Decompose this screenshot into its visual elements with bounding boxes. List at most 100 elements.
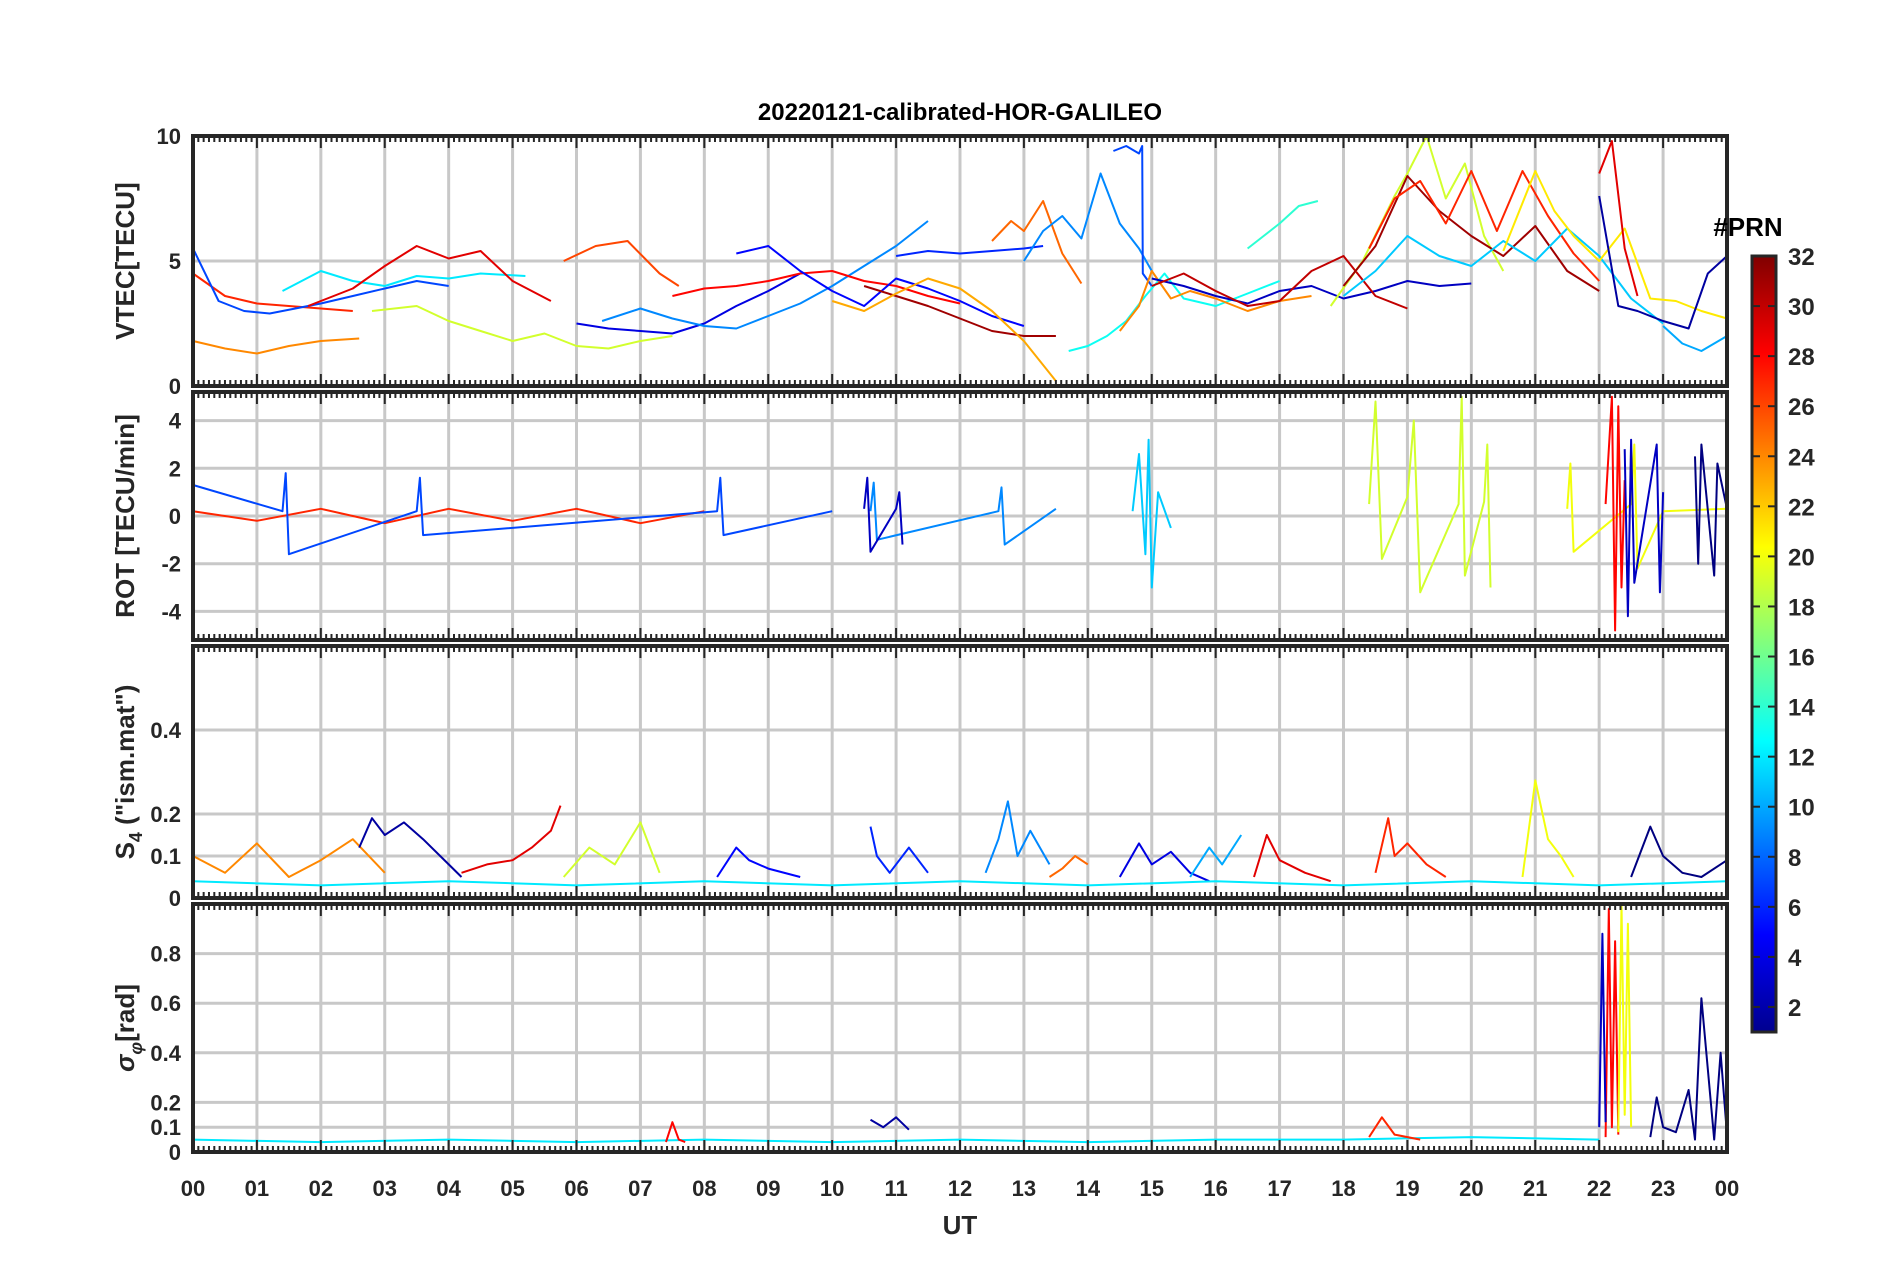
- x-tick-label: 20: [1459, 1176, 1483, 1201]
- axes-box: [191, 134, 1729, 388]
- series-line-prn-6: [895, 245, 1044, 257]
- series-line-prn-10: [1189, 834, 1243, 878]
- y-axis-label: VTEC[TECU]: [110, 182, 140, 339]
- series-line-prn-4: [1118, 842, 1210, 883]
- series-line-prn-31: [863, 285, 1056, 337]
- x-tick-label: 00: [181, 1176, 205, 1201]
- x-tick-label: 00: [1715, 1176, 1739, 1201]
- x-tick-label: 06: [564, 1176, 588, 1201]
- y-tick-label: 0: [169, 504, 181, 529]
- panel-vtec: 0 5 10 VTEC[TECU]: [110, 124, 1729, 399]
- panel-s4: 00.10.20.4S4 ("ism.mat"): [110, 644, 1729, 911]
- series-line-prn-19: [371, 305, 673, 350]
- x-tick-label: 12: [948, 1176, 972, 1201]
- y-axis-label-subscript: φ: [126, 1042, 146, 1055]
- series-line-prn-28: [1604, 908, 1620, 1138]
- series-line-prn-14: [1246, 200, 1319, 250]
- y-tick-label: 0.2: [150, 1090, 181, 1115]
- series-line-prn-24: [1119, 270, 1312, 332]
- y-axis-label-rest: ("ism.mat"): [110, 685, 140, 832]
- x-axis-label: UT: [943, 1210, 978, 1240]
- series-line-prn-29: [461, 805, 562, 874]
- series-line-prn-25: [991, 200, 1083, 285]
- axes-box: [191, 902, 1729, 1154]
- series-line-prn-31: [1342, 175, 1600, 292]
- series-line-prn-29: [307, 245, 552, 307]
- colorbar-tick-label: 18: [1788, 594, 1815, 621]
- series-line-prn-12: [282, 270, 526, 292]
- x-tick-label: 09: [756, 1176, 780, 1201]
- colorbar-tick-label: 20: [1788, 544, 1815, 571]
- series-line-prn-19: [562, 821, 661, 878]
- y-tick-label: 0.4: [150, 1041, 181, 1066]
- colorbar-tick-label: 12: [1788, 745, 1815, 772]
- series-line-prn-20: [1617, 903, 1633, 1133]
- y-axis-label: σφ[rad]: [110, 984, 146, 1072]
- colorbar-tick-label: 4: [1788, 945, 1802, 972]
- series-line-prn-28: [672, 270, 961, 305]
- series-line-prn-19: [1368, 395, 1492, 594]
- x-tick-label: 16: [1203, 1176, 1227, 1201]
- series-line-prn-1: [1694, 443, 1728, 577]
- series-line-prn-9: [984, 800, 1051, 874]
- series-line-prn-3: [1598, 932, 1607, 1128]
- x-tick-label: 13: [1012, 1176, 1036, 1201]
- x-tick-label: 15: [1140, 1176, 1164, 1201]
- series-line-prn-27: [1374, 817, 1447, 878]
- x-tick-label: 22: [1587, 1176, 1611, 1201]
- series-line-prn-7: [1113, 145, 1153, 287]
- series-line-prn-23: [831, 277, 1057, 382]
- series-line-prn-3: [863, 476, 904, 553]
- y-tick-label: -2: [161, 552, 181, 577]
- series-line-prn-28: [665, 1121, 686, 1144]
- x-tick-label: 14: [1076, 1176, 1101, 1201]
- series-line-prn-20: [1521, 779, 1575, 878]
- series-line-prn-3: [1151, 277, 1472, 305]
- colorbar-tick-label: 24: [1788, 444, 1815, 471]
- series-line-prn-7: [192, 248, 449, 315]
- y-tick-label: 0.2: [150, 802, 181, 827]
- y-tick-label: 10: [157, 124, 181, 149]
- y-axis-label: ROT [TECU/min]: [110, 414, 140, 618]
- y-tick-label: 4: [169, 409, 182, 434]
- axes-box: [191, 390, 1729, 642]
- x-tick-label: 02: [309, 1176, 333, 1201]
- colorbar-tick-label: 26: [1788, 394, 1815, 421]
- series-line-prn-10: [1662, 325, 1728, 352]
- y-tick-label: 5: [169, 249, 181, 274]
- figure-title: 20220121-calibrated-HOR-GALILEO: [758, 99, 1162, 126]
- y-tick-label: 2: [169, 456, 181, 481]
- colorbar-tick-label: 6: [1788, 895, 1801, 922]
- series-line-prn-27: [192, 272, 353, 312]
- y-tick-label: 0: [169, 1140, 181, 1165]
- series-line-prn-2: [869, 1116, 910, 1131]
- colorbar-tick-label: 28: [1788, 344, 1815, 371]
- x-tick-label: 19: [1395, 1176, 1419, 1201]
- series-line-prn-29: [1598, 140, 1639, 297]
- series-line-prn-5: [716, 846, 801, 878]
- y-axis-label-rest: [rad]: [110, 984, 140, 1042]
- colorbar-tick-label: 2: [1788, 995, 1801, 1022]
- x-tick-label: 21: [1523, 1176, 1547, 1201]
- y-axis-label-main: σ: [110, 1053, 140, 1072]
- x-tick-label: 23: [1651, 1176, 1675, 1201]
- series-line-prn-9: [601, 220, 929, 330]
- series-line-prn-7: [192, 472, 833, 556]
- y-tick-label: -4: [161, 599, 181, 624]
- colorbar-gradient: [1750, 254, 1778, 1034]
- panel-rot: -4 -2 0 2 4 ROT [TECU/min]: [110, 390, 1729, 642]
- series-line-prn-5: [736, 245, 1025, 327]
- series-line-prn-4: [576, 272, 801, 335]
- x-tick-label: 05: [500, 1176, 524, 1201]
- colorbar-tick-label: 8: [1788, 845, 1801, 872]
- series-line-prn-28: [1604, 395, 1626, 632]
- series-line-prn-9: [869, 481, 1057, 546]
- series-line-prn-30: [1151, 255, 1408, 310]
- colorbar-tick-label: 30: [1788, 294, 1815, 321]
- colorbar-tick-label: 14: [1788, 695, 1815, 722]
- series-line-prn-26: [563, 240, 680, 287]
- y-tick-label: 0.1: [150, 844, 181, 869]
